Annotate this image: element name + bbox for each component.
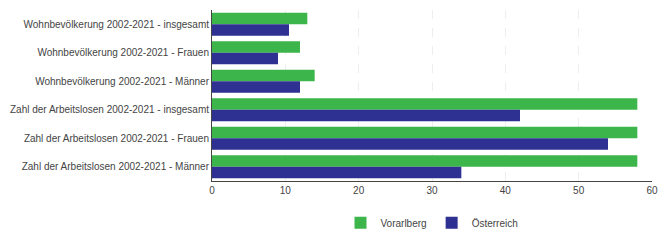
svg-text:30: 30 — [426, 185, 438, 196]
svg-text:Wohnbevölkerung 2002-2021 - in: Wohnbevölkerung 2002-2021 - insgesamt — [24, 19, 210, 30]
svg-text:Vorarlberg: Vorarlberg — [381, 218, 427, 229]
svg-text:Wohnbevölkerung 2002-2021 - Mä: Wohnbevölkerung 2002-2021 - Männer — [35, 76, 209, 87]
svg-text:0: 0 — [209, 185, 215, 196]
svg-text:60: 60 — [646, 185, 658, 196]
svg-text:Zahl der Arbeitslosen 2002-202: Zahl der Arbeitslosen 2002-2021 - Frauen — [24, 133, 209, 144]
svg-text:Wohnbevölkerung 2002-2021 - Fr: Wohnbevölkerung 2002-2021 - Frauen — [37, 47, 209, 58]
svg-text:Zahl der Arbeitslosen 2002-202: Zahl der Arbeitslosen 2002-2021 - insges… — [10, 104, 209, 115]
svg-text:40: 40 — [500, 185, 512, 196]
svg-text:20: 20 — [353, 185, 365, 196]
svg-text:Österreich: Österreich — [472, 218, 518, 229]
svg-text:10: 10 — [280, 185, 292, 196]
svg-text:50: 50 — [573, 185, 585, 196]
svg-text:Zahl der Arbeitslosen 2002-202: Zahl der Arbeitslosen 2002-2021 - Männer — [22, 161, 210, 172]
